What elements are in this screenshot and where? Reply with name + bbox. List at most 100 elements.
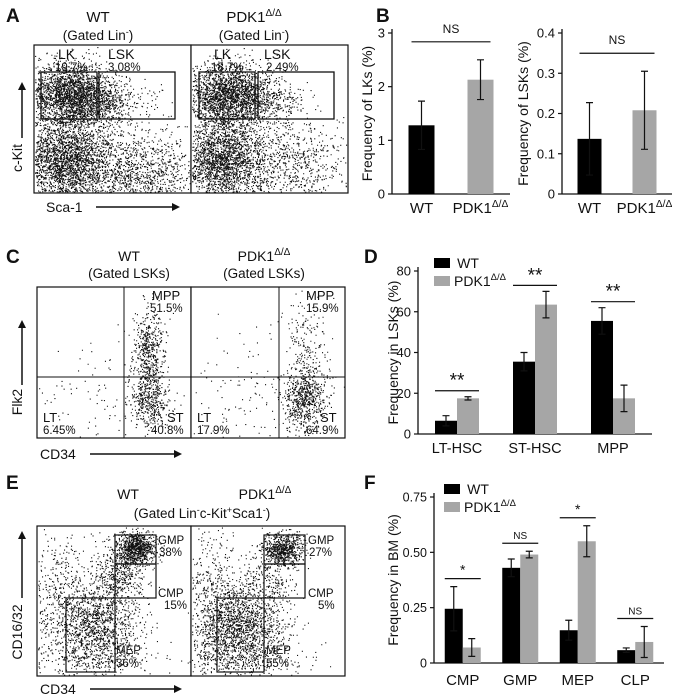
panel-a-ko-lsk-label: LSK [264,46,291,62]
panel-d-bar-2-1 [613,398,635,434]
panel-f-sig-label-1: NS [513,531,527,542]
panel-d-errorbar-2-0 [598,307,606,335]
panel-a-ko-sub-post: ) [285,28,290,43]
panel-f-bar-1-0 [502,567,521,663]
panel-d-chart: 0 20 40 60 80 Frequency in LSKs (%) LT-HSC ST-H… [385,255,652,457]
panel-c-wt-title: WT [118,248,140,264]
panel-f-errorbar-2-0 [565,619,573,641]
panel-e-wt-mep-gate [65,597,116,673]
panel-a-ko-lsk-pct: 2.49% [266,62,299,74]
panel-f-errorbar-2-1 [583,525,591,558]
panel-label-c: C [6,247,20,268]
panel-e-gating-p0: (Gated Lin [134,506,197,521]
panel-b-lsk-ytick-label-2: 0.2 [537,106,555,121]
panel-f-legend-swatch-0 [444,484,460,494]
dots-c-wt-points [39,293,185,438]
panel-b-lk-ytick-label-0: 0 [378,187,385,202]
panel-c-wt-subtitle: (Gated LSKs) [88,266,170,281]
panel-e-gating-p1: - [197,505,200,515]
panel-label-a: A [6,6,20,27]
panel-d-ytick-label-0: 0 [404,427,411,442]
panel-b-lsk-errorbar-0-0 [586,102,593,176]
panel-b-lk-category-label-1-sup: Δ/Δ [492,199,509,210]
panel-f-errorbar-3-1 [640,625,648,659]
panel-b-lk-errorbar-0-0 [418,100,425,151]
panel-f-sig-label-2: * [575,501,581,517]
panel-a-ko-sub-pre: (Gated Lin [219,28,282,43]
panel-e-ko-cmp-label: CMP [308,588,334,600]
panel-b-lsk-category-label-1-sup: Δ/Δ [656,199,673,210]
panel-a-ko-lk-pct: 18.7% [211,62,244,74]
panel-b-lk-category-label-1-main: PDK1 [453,200,492,217]
panel-b-lk-ytick-label-3: 3 [378,26,385,41]
panel-a-wt-sub-pre: (Gated Lin [63,28,126,43]
panel-f-bar-3-0 [617,650,636,663]
dots-a-ko-points [192,48,348,194]
panel-e-wt-cmp-pct: 15% [164,600,187,612]
panel-f-ytick-label-1: 0.25 [403,601,427,615]
panel-b-lsk-ytick-label-4: 0.4 [537,26,555,41]
panel-b-lsk-ytick-label-3: 0.3 [537,66,555,81]
panel-e-gating-p6: ) [266,506,271,521]
panel-f-errorbar-0-0 [450,586,458,632]
panel-e-gating-p2: c-Kit [200,506,227,521]
panel-e-ko-scatter [192,527,332,676]
panel-b-lk-category-label-0: WT [410,200,433,217]
panel-e-ko-mep-label: MEP [266,645,291,657]
panel-a-wt-lsk-label: LSK [108,46,135,62]
panel-b-lsk-chart: 0 0.1 0.2 0.3 0.4 Frequency of LSKs (%) WT PDK1… [515,26,673,218]
panel-b-lsk-y-axis-title: Frequency of LSKs (%) [515,41,531,186]
panel-d-legend-label-0: WT [457,255,479,271]
panel-e-wt-gmp-pct: 38% [159,547,182,559]
panel-b-lk-sig-label-0: NS [443,22,460,36]
panel-d-ytick-label-1: 20 [397,386,411,401]
panel-label-e: E [6,473,19,494]
panel-e-ko-gmp-pct: 27% [309,547,332,559]
panel-f-sig-label-0: * [460,562,466,578]
panel-e-ko-title-sup: Δ/Δ [275,485,291,496]
panel-e-ko-title-main: PDK1 [239,486,276,502]
panel-d-ytick-label-4: 80 [397,264,411,279]
panel-e-ko-mep-gate [216,597,265,673]
panel-a-ko-sub-sup: - [282,27,285,37]
panel-d-errorbar-1-1 [542,290,550,319]
panel-d-category-label-2: MPP [597,441,628,457]
panel-label-d: D [364,247,378,268]
panel-a-wt-lsk-gate [98,71,176,120]
panel-e-ko-title: PDK1Δ/Δ [239,485,292,502]
panel-c-ko-scatter [193,290,345,438]
panel-b-lk-ytick-label-2: 2 [378,79,385,94]
panel-d-category-label-1: ST-HSC [508,441,561,457]
panel-d-ytick-label-3: 60 [397,304,411,319]
panel-d-sig-label-1: ** [528,265,543,286]
panel-c-ko-lt-label: LT [197,410,211,425]
panel-e-ko-cmp-gate [263,563,306,599]
panel-f-legend-label-1: PDK1Δ/Δ [464,498,517,515]
panel-f-errorbar-1-1 [525,550,533,559]
panel-c-wt-scatter [39,293,185,438]
panel-f-bar-0-0 [444,608,463,663]
panel-f-errorbar-1-0 [507,558,515,578]
panel-e-y-axis-label: CD16/32 [9,604,25,659]
panel-f-legend-swatch-1 [444,502,460,512]
panel-f-category-label-2: MEP [561,672,594,689]
panel-a-x-axis-label: Sca-1 [46,199,83,215]
panel-f-bar-2-0 [559,630,578,663]
dots-e-ko-points [192,527,332,676]
panel-c-ko-title: PDK1Δ/Δ [238,247,291,264]
panel-c-wt-lt-label: LT [43,410,57,425]
panel-e-ko-cmp-pct: 5% [318,600,335,612]
panel-f-legend-label-1-main: PDK1 [464,499,501,515]
panel-f-category-label-3: CLP [621,672,650,689]
panel-b-lk-y-axis-title: Frequency of LKs (%) [359,46,375,181]
panel-a-wt-scatter [35,47,191,193]
panel-e-wt-cmp-label: CMP [158,588,184,600]
panel-d-sig-label-0: ** [450,371,465,392]
panel-c-x-axis-label: CD34 [40,446,76,462]
dots-a-wt-points [35,47,191,193]
panel-f-ytick-label-0: 0 [420,657,427,671]
panel-label-f: F [364,473,376,494]
panel-d-errorbar-0-0 [442,415,450,427]
panel-a-ko-lk-label: LK [214,46,232,62]
